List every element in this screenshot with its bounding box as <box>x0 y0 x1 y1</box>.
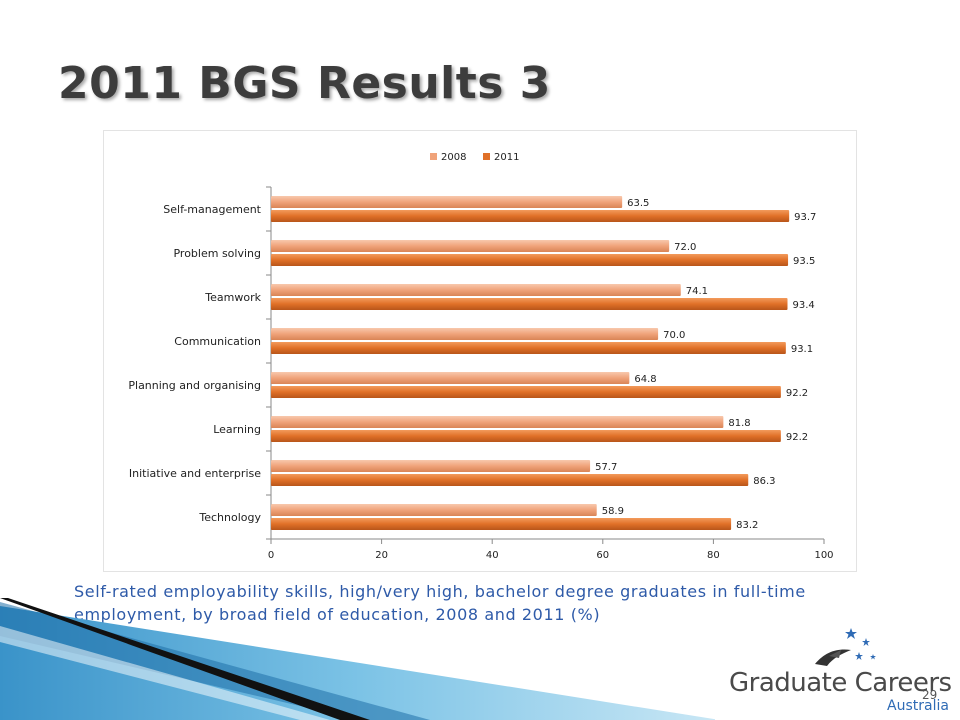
category-label: Communication <box>174 335 261 348</box>
data-label-2011: 93.7 <box>794 212 816 223</box>
data-label-bg <box>791 211 822 221</box>
bar-2011 <box>271 342 786 354</box>
x-tick-label: 20 <box>375 550 388 561</box>
bar-chart: 2008 2011 0 20 40 60 80 100% Self-management 63.5… <box>128 152 833 571</box>
data-label-bg <box>631 373 662 383</box>
data-label-2011: 93.4 <box>793 300 815 311</box>
slide-title: 2011 BGS Results 3 <box>58 58 551 109</box>
bar-2011 <box>271 298 788 310</box>
data-label-2008: 81.8 <box>728 418 750 429</box>
logo-star-icon <box>815 628 876 666</box>
decorative-swoosh <box>0 598 720 720</box>
chart-container: 2008 2011 0 20 40 60 80 100% Self-management 63.5… <box>103 130 857 572</box>
data-label-2008: 74.1 <box>686 286 708 297</box>
data-label-bg <box>592 461 623 471</box>
category-label: Learning <box>213 423 261 436</box>
data-label-bg <box>790 255 821 265</box>
data-label-bg <box>789 299 820 309</box>
data-label-bg <box>682 285 713 295</box>
x-tick-label: 40 <box>486 550 499 561</box>
bar-2008 <box>271 372 630 384</box>
data-label-2008: 64.8 <box>634 374 656 385</box>
legend-swatch-2011 <box>483 153 490 160</box>
bar-2011 <box>271 474 749 486</box>
data-label-bg <box>598 505 629 515</box>
bar-2011 <box>271 518 732 530</box>
data-label-bg <box>787 343 818 353</box>
bar-2008 <box>271 504 597 516</box>
category-label: Technology <box>198 511 261 524</box>
bar-2008 <box>271 328 659 340</box>
data-label-2011: 86.3 <box>753 476 775 487</box>
data-label-bg <box>671 241 702 251</box>
page-number: 29 <box>922 688 938 702</box>
category-label: Planning and organising <box>128 379 261 392</box>
category-label: Self-management <box>163 203 261 216</box>
data-label-2011: 93.1 <box>791 344 813 355</box>
bar-2008 <box>271 196 623 208</box>
data-label-2011: 92.2 <box>786 432 808 443</box>
data-label-2008: 70.0 <box>663 330 685 341</box>
x-tick-label: 80 <box>707 550 720 561</box>
data-label-2008: 57.7 <box>595 462 617 473</box>
logo-subtitle: Australia <box>887 698 949 714</box>
x-tick-label: 0 <box>268 550 274 561</box>
category-label: Initiative and enterprise <box>129 467 261 480</box>
data-label-2011: 93.5 <box>793 256 815 267</box>
bar-2008 <box>271 460 591 472</box>
bar-2008 <box>271 416 724 428</box>
data-label-2011: 92.2 <box>786 388 808 399</box>
x-tick-label: 60 <box>596 550 609 561</box>
bar-2011 <box>271 386 781 398</box>
bar-2011 <box>271 254 789 266</box>
data-label-2008: 58.9 <box>602 506 624 517</box>
data-label-bg <box>624 197 655 207</box>
data-label-bg <box>660 329 691 339</box>
bar-2008 <box>271 240 670 252</box>
bar-2011 <box>271 430 781 442</box>
x-tick-label: 100 <box>814 550 833 561</box>
data-label-bg <box>782 387 813 397</box>
logo-wordmark: Graduate Careers <box>729 668 952 698</box>
x-axis-title: % <box>543 570 553 571</box>
category-label: Teamwork <box>204 291 261 304</box>
graduate-careers-logo: Graduate Careers Australia <box>715 618 960 720</box>
data-label-2008: 63.5 <box>627 198 649 209</box>
legend-swatch-2008 <box>430 153 437 160</box>
data-label-bg <box>782 431 813 441</box>
data-label-bg <box>733 519 764 529</box>
bar-2008 <box>271 284 681 296</box>
category-label: Problem solving <box>173 247 261 260</box>
data-label-2008: 72.0 <box>674 242 696 253</box>
data-label-bg <box>750 475 781 485</box>
legend-label-2011: 2011 <box>494 152 519 163</box>
data-label-bg <box>725 417 756 427</box>
chart-caption: Self-rated employability skills, high/ve… <box>74 582 806 624</box>
bar-2011 <box>271 210 790 222</box>
data-label-2011: 83.2 <box>736 520 758 531</box>
legend-label-2008: 2008 <box>441 152 466 163</box>
